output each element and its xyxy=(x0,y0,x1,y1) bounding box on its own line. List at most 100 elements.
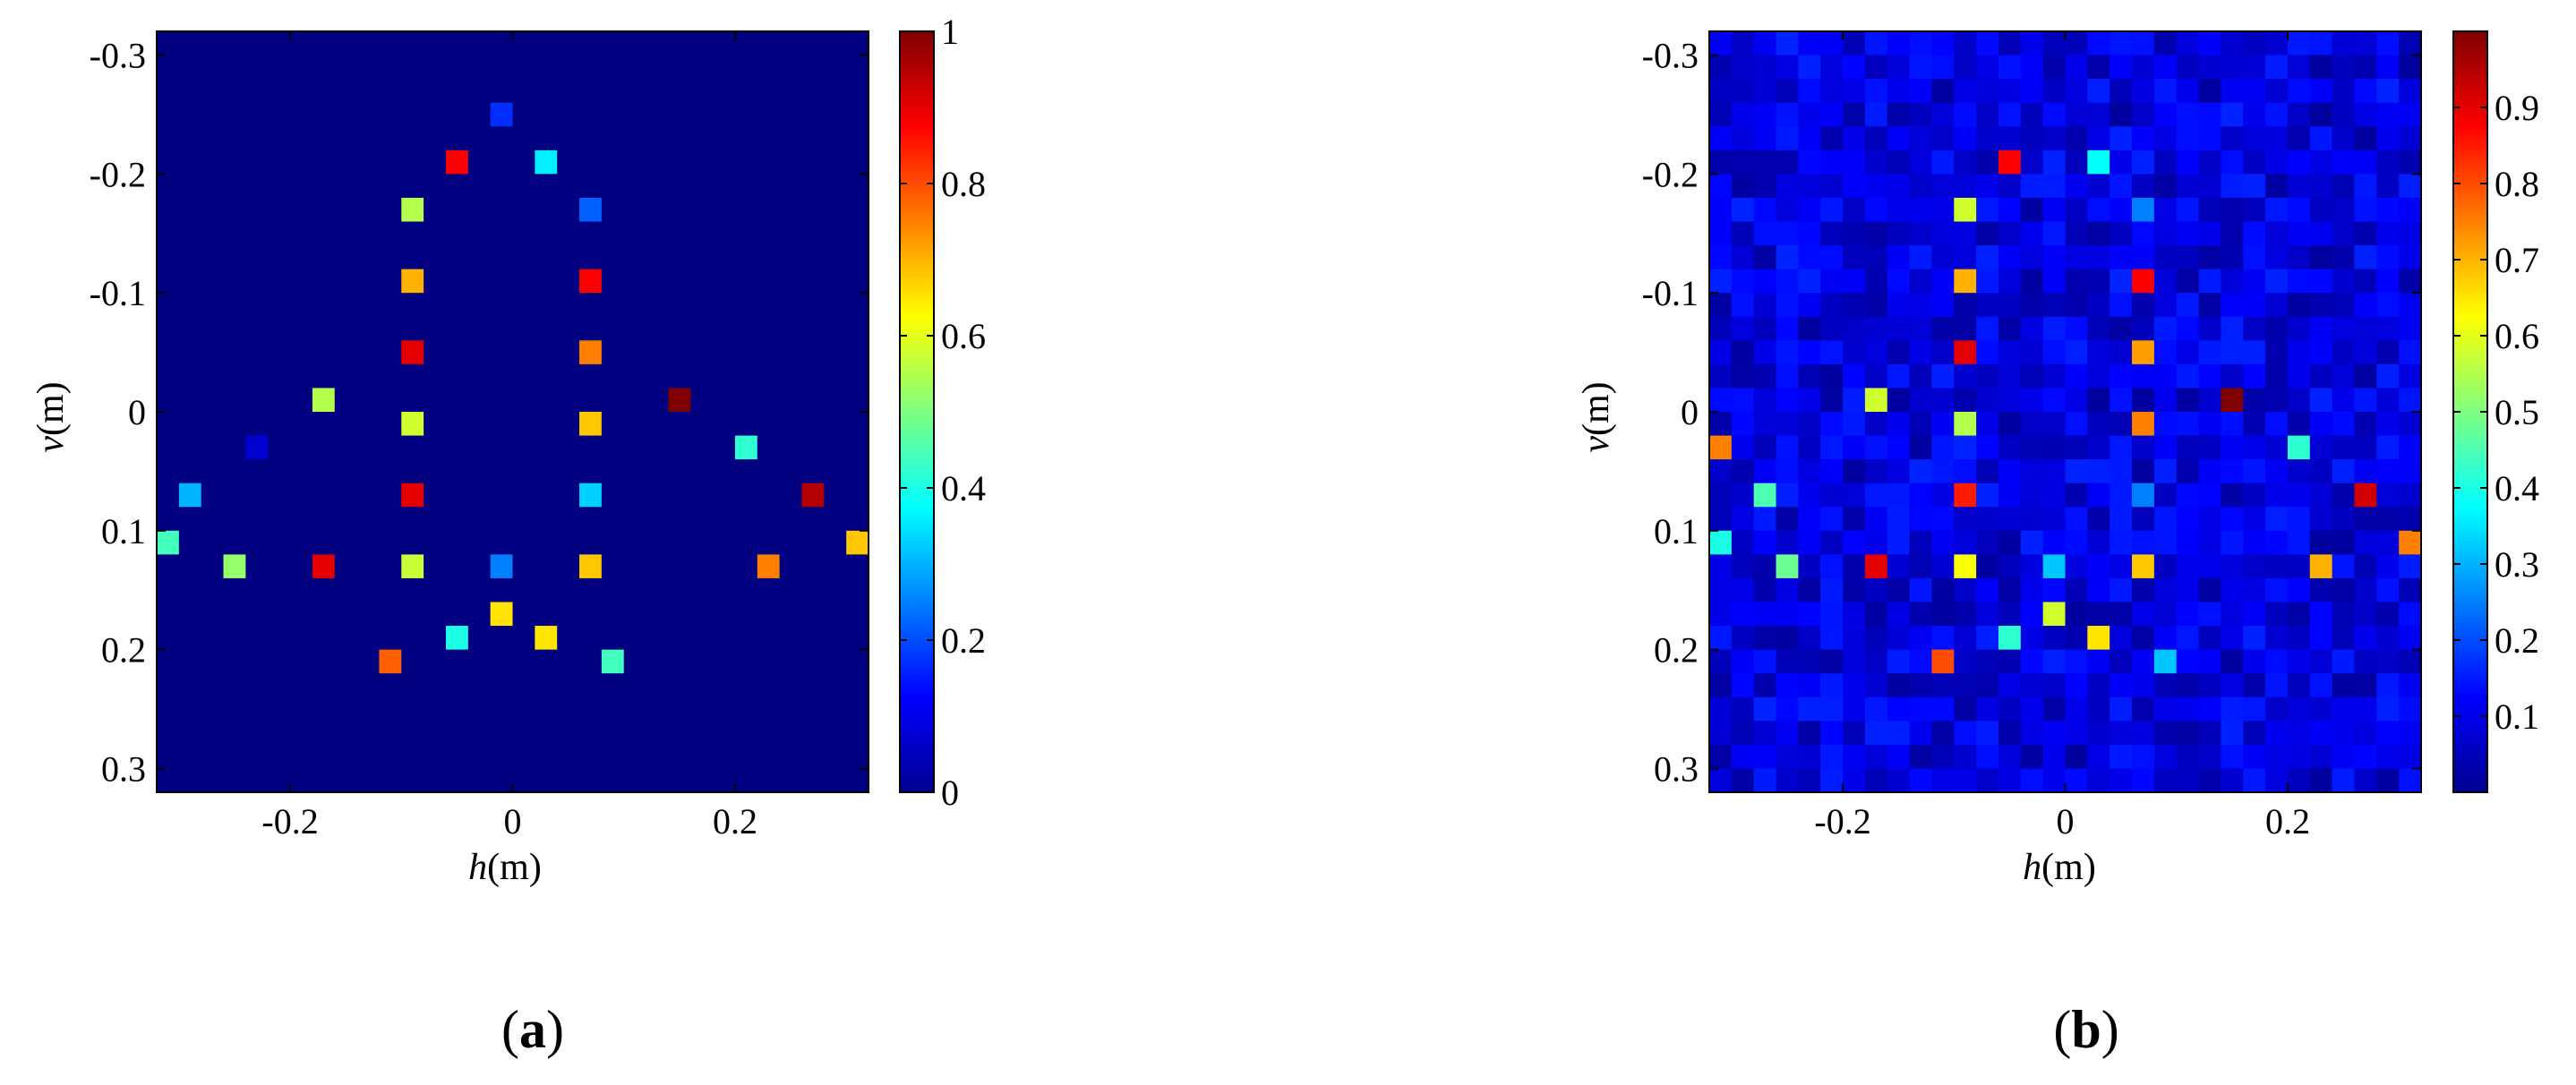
heatmap-cell xyxy=(757,577,781,603)
heatmap-cell xyxy=(401,245,424,270)
heatmap-cell xyxy=(1954,721,1977,746)
heatmap-cell xyxy=(1753,174,1777,199)
heatmap-cell xyxy=(1931,55,1955,80)
heatmap-cell xyxy=(2376,412,2400,437)
heatmap-cell xyxy=(668,768,691,793)
heatmap-cell xyxy=(1798,412,1821,437)
heatmap-cell xyxy=(424,649,447,674)
heatmap-b xyxy=(1708,30,2422,793)
heatmap-point xyxy=(1864,388,1887,412)
heatmap-cell xyxy=(467,768,492,793)
heatmap-cell xyxy=(1798,174,1821,199)
heatmap-cell xyxy=(2376,197,2400,223)
heatmap-cell xyxy=(445,388,469,413)
heatmap-cell xyxy=(801,293,825,318)
heatmap-cell xyxy=(690,55,714,80)
heatmap-cell xyxy=(2042,174,2067,199)
heatmap-cell xyxy=(1798,55,1821,80)
heatmap-cell xyxy=(1864,673,1888,698)
heatmap-cell xyxy=(668,340,691,365)
heatmap-cell xyxy=(467,412,492,437)
heatmap-cell xyxy=(401,316,424,341)
heatmap-cell xyxy=(2243,744,2266,770)
heatmap-cell xyxy=(1909,245,1933,270)
heatmap-cell xyxy=(1931,31,1955,56)
heatmap-cell xyxy=(2087,221,2110,246)
heatmap-cell xyxy=(512,507,535,532)
heatmap-cell xyxy=(2399,483,2422,508)
heatmap-cell xyxy=(1931,150,1955,175)
heatmap-cell xyxy=(1798,721,1821,746)
heatmap-cell xyxy=(2399,340,2422,365)
colorbar-tick-label: 0.7 xyxy=(2495,240,2539,280)
heatmap-cell xyxy=(268,363,291,389)
heatmap-cell xyxy=(1798,673,1821,698)
heatmap-cell xyxy=(2065,649,2088,674)
heatmap-point xyxy=(2309,554,2332,578)
heatmap-cell xyxy=(2376,721,2400,746)
heatmap-cell xyxy=(646,245,669,270)
heatmap-cell xyxy=(1776,435,1799,460)
heatmap-point xyxy=(1954,483,1977,508)
heatmap-cell xyxy=(1776,55,1799,80)
heatmap-cell xyxy=(2376,221,2400,246)
heatmap-cell xyxy=(646,744,669,770)
heatmap-cell xyxy=(245,340,269,365)
heatmap-cell xyxy=(2176,388,2200,413)
heatmap-cell xyxy=(779,363,803,389)
heatmap-cell xyxy=(690,744,714,770)
heatmap-cell xyxy=(579,174,603,199)
heatmap-cell xyxy=(2176,150,2200,175)
heatmap-cell xyxy=(1954,79,1977,104)
heatmap-point xyxy=(601,649,624,674)
heatmap-cell xyxy=(201,554,225,579)
heatmap-cell xyxy=(2020,483,2044,508)
heatmap-cell xyxy=(734,721,758,746)
heatmap-cell xyxy=(2020,293,2044,318)
heatmap-cell xyxy=(2110,626,2133,651)
heatmap-cell xyxy=(201,102,225,127)
heatmap-cell xyxy=(178,363,202,389)
heatmap-cell xyxy=(424,673,447,698)
heatmap-cell xyxy=(334,602,358,627)
heatmap-cell xyxy=(2065,102,2088,127)
heatmap-point xyxy=(2287,435,2310,460)
heatmap-cell xyxy=(334,577,358,603)
heatmap-cell xyxy=(223,388,246,413)
heatmap-cell xyxy=(2309,388,2333,413)
heatmap-cell xyxy=(1731,530,1755,555)
heatmap-cell xyxy=(2399,577,2422,603)
heatmap-cell xyxy=(557,649,580,674)
heatmap-cell xyxy=(2265,554,2289,579)
heatmap-cell xyxy=(579,744,603,770)
heatmap-cell xyxy=(201,768,225,793)
heatmap-cell xyxy=(646,150,669,175)
heatmap-cell xyxy=(2065,79,2088,104)
heatmap-cell xyxy=(1843,744,1866,770)
heatmap-cell xyxy=(2376,245,2400,270)
heatmap-cell xyxy=(757,340,781,365)
heatmap-cell xyxy=(2132,459,2155,484)
heatmap-cell xyxy=(2020,768,2044,793)
heatmap-cell xyxy=(734,316,758,341)
heatmap-cell xyxy=(1864,79,1888,104)
x-tick-label: 0.2 xyxy=(2265,801,2310,842)
heatmap-cell xyxy=(2354,554,2377,579)
heatmap-cell xyxy=(445,530,469,555)
heatmap-cell xyxy=(846,55,869,80)
y-tick-label: 0.3 xyxy=(1654,748,1699,789)
heatmap-cell xyxy=(801,626,825,651)
heatmap-cell xyxy=(2309,31,2333,56)
heatmap-cell xyxy=(245,293,269,318)
heatmap-cell xyxy=(490,412,514,437)
heatmap-cell xyxy=(1820,245,1844,270)
heatmap-cell xyxy=(1976,768,1999,793)
heatmap-cell xyxy=(1864,31,1888,56)
heatmap-cell xyxy=(157,602,180,627)
heatmap-cell xyxy=(1709,150,1733,175)
heatmap-cell xyxy=(1753,744,1777,770)
heatmap-cell xyxy=(1843,363,1866,389)
heatmap-cell xyxy=(1843,316,1866,341)
heatmap-cell xyxy=(846,126,869,151)
heatmap-cell xyxy=(467,79,492,104)
